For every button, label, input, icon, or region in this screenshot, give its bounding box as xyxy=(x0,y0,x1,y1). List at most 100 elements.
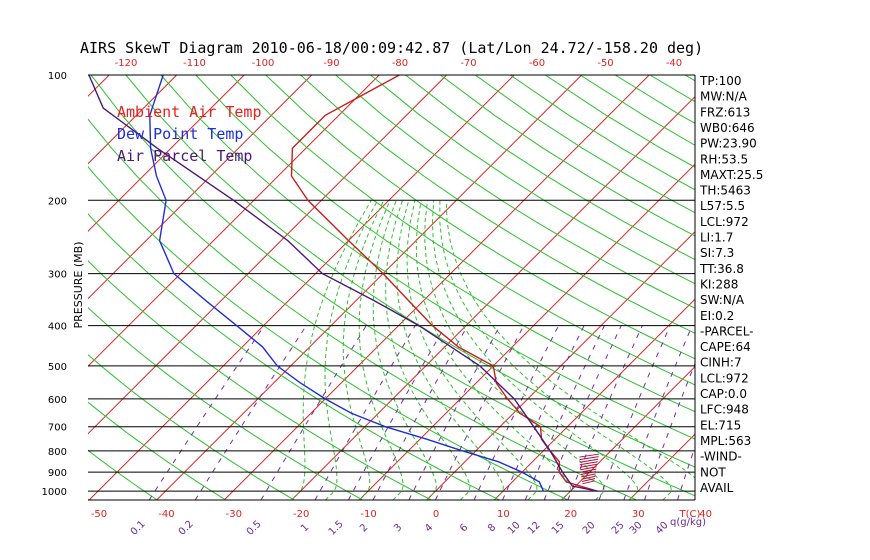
index-label: MW:N/A xyxy=(700,90,748,104)
dry-adiabat-line xyxy=(755,75,870,500)
mixing-ratio-label: 1.5 xyxy=(327,519,346,538)
index-label: L57:5.5 xyxy=(700,199,745,213)
mixing-ratio-line xyxy=(598,325,671,500)
dry-adiabat-line xyxy=(160,75,695,440)
top-temp-tick-label: -90 xyxy=(323,58,339,69)
index-label: LCL:972 xyxy=(700,215,749,229)
moist-adiabat-line xyxy=(445,200,695,479)
mixing-ratio-label: 12 xyxy=(526,520,543,537)
parcel-hatch xyxy=(581,473,596,478)
isotherm-line xyxy=(426,230,695,500)
index-label: MPL:563 xyxy=(700,434,751,448)
index-label: EI:0.2 xyxy=(700,309,734,323)
pressure-tick-label: 400 xyxy=(48,322,67,333)
index-label: CINH:7 xyxy=(700,356,742,370)
index-label: RH:53.5 xyxy=(700,152,748,166)
bottom-temp-tick-label: -20 xyxy=(293,509,309,520)
isotherm-line xyxy=(88,75,313,300)
moist-adiabat-line xyxy=(406,200,538,500)
pressure-tick-label: 300 xyxy=(48,270,67,281)
isotherm-line xyxy=(358,163,695,500)
index-label: PW:23.90 xyxy=(700,137,757,151)
pressure-tick-label: 100 xyxy=(48,71,67,82)
index-label: TT:36.8 xyxy=(699,262,744,276)
moist-adiabat-line xyxy=(324,200,379,500)
bottom-temp-tick-label: -50 xyxy=(91,509,107,520)
parcel-hatch xyxy=(580,471,597,476)
mixing-ratio-line xyxy=(408,325,501,500)
isotherm-line xyxy=(88,75,110,97)
bottom-temp-tick-label: 10 xyxy=(497,509,510,520)
dry-adiabat-line xyxy=(88,354,295,500)
dry-adiabat-line xyxy=(370,75,695,285)
bottom-temp-tick-label: 30 xyxy=(632,509,645,520)
pressure-tick-label: 600 xyxy=(48,395,67,406)
mixing-ratio-line xyxy=(260,325,367,500)
index-label: AVAIL xyxy=(700,481,734,495)
pressure-tick-label: 700 xyxy=(48,423,67,434)
mixing-ratio-line xyxy=(148,325,265,500)
mixing-ratio-label: 4 xyxy=(423,522,435,534)
mixing-ratio-label: 3 xyxy=(392,522,404,534)
parcel-hatch xyxy=(579,463,598,468)
moist-adiabat-line xyxy=(396,200,504,500)
mixing-ratio-line xyxy=(543,325,622,500)
pressure-tick-label: 800 xyxy=(48,447,67,458)
index-label: -WIND- xyxy=(700,450,742,464)
pressure-tick-label: 1000 xyxy=(42,487,67,498)
moist-adiabat-line xyxy=(372,200,437,500)
parcel-hatch xyxy=(581,478,596,483)
moist-adiabat-line xyxy=(431,200,639,500)
mixing-ratio-label: 40 xyxy=(654,520,671,537)
dry-adiabat-line xyxy=(125,75,695,468)
dry-adiabat-line xyxy=(335,75,695,309)
profile-series xyxy=(88,75,600,492)
index-label: MAXT:25.5 xyxy=(700,168,763,182)
mixing-ratio-line xyxy=(502,325,585,500)
dry-adiabat-line xyxy=(860,75,870,500)
mixing-ratio-line xyxy=(524,325,605,500)
parcel-hatch xyxy=(580,466,597,471)
isotherm-line xyxy=(88,75,448,435)
mixing-ratio-line xyxy=(372,325,469,500)
isotherm-line xyxy=(291,95,695,500)
pressure-tick-label: 500 xyxy=(48,362,67,373)
dry-adiabat-line xyxy=(88,401,226,500)
index-label: WB0:646 xyxy=(700,121,755,135)
moist-adiabat-line xyxy=(291,200,372,500)
dry-adiabat-line xyxy=(88,166,569,500)
index-label: LCL:972 xyxy=(700,371,749,385)
plot-frame xyxy=(88,74,696,501)
isotherm-line xyxy=(88,75,380,367)
index-label: EL:715 xyxy=(700,418,741,432)
mixing-ratio-label: 6 xyxy=(458,522,470,534)
moist-adiabat-line xyxy=(439,200,673,500)
index-label: LI:1.7 xyxy=(700,231,733,245)
mixing-ratio-label: 20 xyxy=(581,520,598,537)
mixing-ratio-label: 25 xyxy=(610,520,627,537)
dry-adiabat-line xyxy=(88,306,363,500)
dry-adiabat-line xyxy=(90,75,695,497)
mixing-ratio-line xyxy=(314,325,416,500)
dry-adiabat-line xyxy=(195,75,695,413)
index-label: CAPE:64 xyxy=(700,340,751,354)
mixing-ratio-label: 0.2 xyxy=(177,519,196,538)
legend: Ambient Air Temp Dew Point Temp Air Parcel… xyxy=(117,103,262,165)
dry-adiabat-line xyxy=(790,75,870,500)
background-grid xyxy=(88,75,870,500)
parcel-hatch xyxy=(580,468,597,473)
bottom-temp-tick-label: -30 xyxy=(226,509,242,520)
isotherm-line xyxy=(88,75,515,500)
dry-adiabat-line xyxy=(88,449,158,500)
parcel-hatch xyxy=(582,480,595,485)
index-label: KI:288 xyxy=(700,277,738,291)
parcel-hatch xyxy=(579,458,599,463)
x-axis-unit-label: T(C) xyxy=(679,509,701,520)
dry-adiabat-line xyxy=(88,260,432,500)
series-line xyxy=(149,75,545,492)
isotherm-line xyxy=(493,298,695,500)
index-label: SI:7.3 xyxy=(700,246,734,260)
dry-adiabat-line xyxy=(405,75,695,261)
